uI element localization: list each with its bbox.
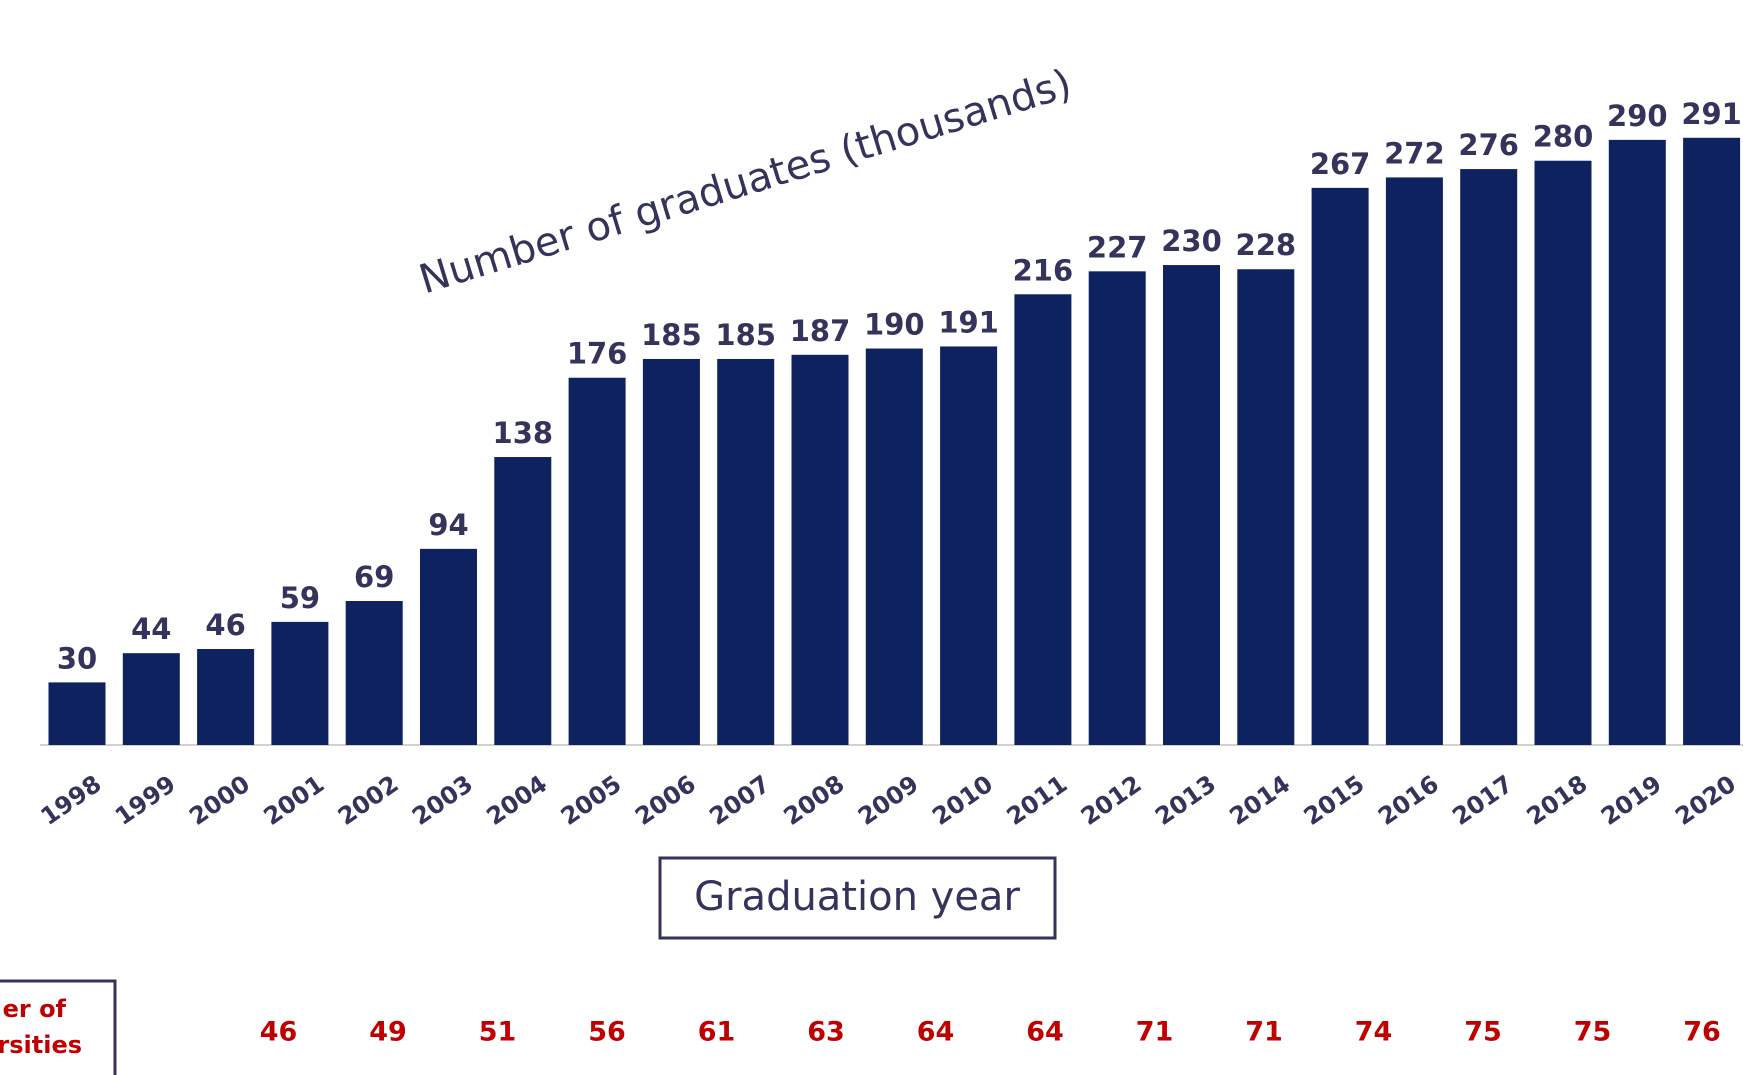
bar <box>122 653 180 745</box>
x-tick-label: 2020 <box>1670 770 1741 831</box>
data-label: 276 <box>1458 128 1519 162</box>
row-value: 61 <box>698 1017 736 1048</box>
data-label: 187 <box>790 314 851 348</box>
data-label: 69 <box>354 560 394 594</box>
x-tick-label: 1999 <box>110 770 181 831</box>
data-label: 94 <box>428 508 468 542</box>
data-label: 272 <box>1384 136 1445 170</box>
data-label: 290 <box>1607 99 1668 133</box>
bar <box>1163 265 1220 745</box>
bar <box>791 354 849 745</box>
data-label: 30 <box>57 641 97 675</box>
row-value: 46 <box>260 1017 298 1048</box>
x-tick-label: 2017 <box>1447 770 1518 831</box>
bar <box>1088 271 1146 745</box>
x-tick-label: 2004 <box>481 770 552 831</box>
bar <box>1608 139 1666 745</box>
x-tick-label: 2005 <box>556 770 627 831</box>
bar <box>1534 160 1592 745</box>
x-tick-label: 2015 <box>1299 770 1370 831</box>
bar <box>717 358 775 745</box>
row-value: 64 <box>1026 1017 1064 1048</box>
bar <box>271 621 329 745</box>
x-tick-label: 1998 <box>36 770 107 831</box>
data-label: 185 <box>715 318 776 352</box>
x-tick-label: 2006 <box>630 770 701 831</box>
data-label: 190 <box>864 308 925 342</box>
bar <box>1385 177 1443 746</box>
bar <box>940 346 998 745</box>
row-value: 75 <box>1574 1017 1612 1048</box>
x-tick-label: 2011 <box>1002 770 1073 831</box>
data-label: 185 <box>641 318 702 352</box>
row-label: er of <box>3 995 67 1023</box>
x-tick-label: 2014 <box>1224 770 1295 831</box>
row-value: 71 <box>1245 1017 1283 1048</box>
bar <box>1014 294 1072 745</box>
bar <box>494 457 552 745</box>
bar <box>1460 169 1518 745</box>
data-label: 228 <box>1236 228 1297 262</box>
data-label: 59 <box>280 581 320 615</box>
row-value: 75 <box>1464 1017 1502 1048</box>
x-tick-label: 2007 <box>704 770 775 831</box>
row-value: 71 <box>1136 1017 1174 1048</box>
row-value: 64 <box>917 1017 955 1048</box>
chart-title: Number of graduates (thousands) <box>414 61 1077 304</box>
row-value: 49 <box>369 1017 407 1048</box>
data-label: 44 <box>131 612 171 646</box>
x-tick-label: 2010 <box>927 770 998 831</box>
data-label: 230 <box>1161 224 1222 258</box>
bar <box>642 358 700 745</box>
x-tick-label: 2019 <box>1596 770 1667 831</box>
data-label: 191 <box>938 305 999 339</box>
bar <box>48 682 106 745</box>
row-label: rsities <box>0 1031 82 1059</box>
x-tick-label: 2012 <box>1076 770 1147 831</box>
row-value: 63 <box>807 1017 845 1048</box>
bar <box>1237 269 1295 745</box>
bar <box>197 649 255 745</box>
row-value: 76 <box>1683 1017 1721 1048</box>
x-tick-label: 2008 <box>779 770 850 831</box>
bar <box>1683 137 1741 745</box>
data-label: 216 <box>1013 253 1074 287</box>
bar <box>1311 187 1369 746</box>
data-label: 46 <box>205 608 245 642</box>
x-tick-label: 2001 <box>259 770 330 831</box>
bar <box>865 348 923 745</box>
data-label: 280 <box>1533 120 1594 154</box>
data-label: 291 <box>1681 97 1742 131</box>
x-tick-label: 2016 <box>1373 770 1444 831</box>
x-tick-label: 2018 <box>1522 770 1593 831</box>
data-label: 138 <box>493 416 554 450</box>
data-label: 267 <box>1310 147 1371 181</box>
x-label-box <box>658 856 1057 940</box>
row-value: 56 <box>588 1017 626 1048</box>
x-tick-label: 2000 <box>184 770 255 831</box>
data-label: 227 <box>1087 230 1148 264</box>
bar <box>420 548 477 745</box>
row-value: 74 <box>1355 1017 1393 1048</box>
row-value: 51 <box>479 1017 517 1048</box>
x-axis-label: Graduation year <box>694 874 1020 920</box>
x-tick-label: 2013 <box>1150 770 1221 831</box>
bar <box>568 377 626 745</box>
row-label-box <box>0 979 117 1075</box>
x-tick-label: 2003 <box>407 770 478 831</box>
bar <box>345 601 403 745</box>
x-tick-label: 2009 <box>853 770 924 831</box>
x-tick-label: 2002 <box>333 770 404 831</box>
data-label: 176 <box>567 337 628 371</box>
